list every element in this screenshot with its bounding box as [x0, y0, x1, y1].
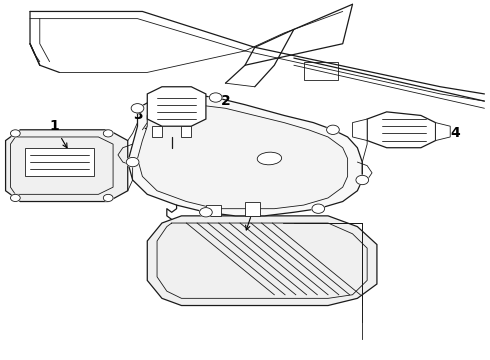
Circle shape	[103, 194, 113, 202]
Polygon shape	[181, 126, 191, 137]
Circle shape	[131, 104, 144, 113]
Circle shape	[10, 194, 20, 202]
Polygon shape	[128, 94, 362, 216]
Polygon shape	[367, 112, 436, 148]
Circle shape	[327, 125, 339, 134]
Circle shape	[199, 208, 212, 217]
Text: 1: 1	[49, 119, 67, 148]
Text: 5: 5	[245, 198, 260, 230]
Circle shape	[103, 130, 113, 137]
Circle shape	[209, 93, 222, 102]
Text: 4: 4	[434, 126, 460, 140]
Circle shape	[126, 157, 139, 167]
Polygon shape	[352, 119, 367, 140]
Text: 2: 2	[220, 94, 231, 126]
Polygon shape	[147, 87, 206, 126]
Text: 3: 3	[133, 108, 149, 130]
Circle shape	[356, 175, 368, 185]
Circle shape	[312, 204, 325, 213]
Polygon shape	[152, 126, 162, 137]
Polygon shape	[206, 205, 220, 216]
Polygon shape	[138, 105, 347, 209]
Polygon shape	[5, 130, 128, 202]
Ellipse shape	[257, 152, 282, 165]
Polygon shape	[436, 123, 450, 140]
Polygon shape	[147, 216, 377, 306]
Polygon shape	[304, 62, 338, 80]
Circle shape	[10, 130, 20, 137]
Polygon shape	[25, 148, 94, 176]
Polygon shape	[245, 202, 260, 216]
